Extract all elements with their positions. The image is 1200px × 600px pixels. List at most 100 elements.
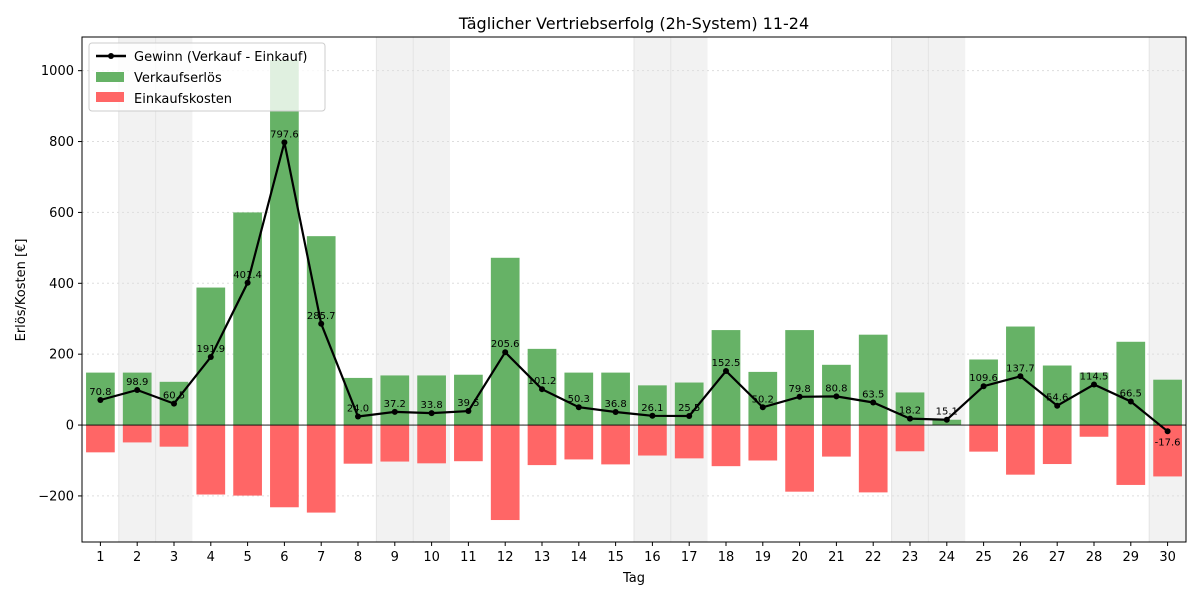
profit-point	[943, 416, 950, 423]
revenue-bar	[1042, 365, 1072, 426]
profit-value-label: 24.0	[347, 404, 369, 415]
profit-point	[428, 410, 435, 417]
profit-point	[907, 415, 913, 422]
x-tick-label: 7	[317, 550, 325, 565]
profit-value-label: 37.2	[384, 399, 406, 410]
profit-point	[281, 139, 288, 146]
shaded-day-band	[413, 37, 450, 542]
profit-polyline	[100, 142, 1169, 433]
cost-bar	[380, 425, 410, 462]
profit-line	[97, 139, 1171, 435]
profit-value-label: 80.8	[825, 383, 847, 394]
x-tick-label: 26	[1012, 550, 1029, 565]
x-tick-label: 9	[391, 550, 399, 565]
cost-bar	[674, 425, 704, 459]
shaded-day-band	[928, 37, 966, 542]
profit-value-label: 114.5	[1080, 371, 1109, 382]
profit-point	[207, 354, 214, 361]
profit-value-label: 60.5	[163, 391, 185, 402]
cost-bar	[122, 425, 152, 443]
profit-point	[575, 404, 582, 411]
profit-point	[796, 393, 803, 400]
profit-point	[318, 320, 325, 327]
revenue-bar	[785, 330, 814, 426]
cost-bar	[454, 425, 483, 462]
profit-point	[1164, 428, 1171, 435]
profit-value-label: 285.7	[307, 311, 336, 322]
profit-point	[833, 393, 840, 400]
cost-bar	[858, 425, 888, 493]
revenue-bar	[306, 236, 336, 426]
revenue-bar	[270, 60, 299, 426]
profit-value-label: 401.4	[233, 270, 262, 281]
cost-bar	[233, 425, 262, 496]
y-tick-label: 400	[49, 277, 74, 292]
profit-point	[649, 412, 656, 419]
revenue-bar	[1116, 341, 1146, 426]
profit-point	[980, 383, 987, 390]
legend: Gewinn (Verkauf - Einkauf) Verkaufserlös…	[88, 42, 326, 112]
revenue-bar	[858, 334, 888, 426]
profit-value-label: 39.5	[457, 398, 479, 409]
cost-bar	[1042, 425, 1072, 465]
profit-point	[355, 413, 361, 420]
revenue-bar	[564, 372, 594, 426]
x-tick-label: 17	[681, 550, 698, 565]
x-tick-label: 27	[1049, 550, 1066, 565]
profit-value-label: 137.7	[1006, 363, 1035, 374]
revenue-bar	[1079, 372, 1109, 426]
profit-value-label: 79.8	[788, 384, 810, 395]
x-tick-label: 13	[534, 550, 551, 565]
revenue-bar	[380, 375, 410, 426]
legend-swatch-cost	[96, 92, 124, 102]
x-tick-label: 2	[133, 550, 141, 565]
x-tick-label: 1	[96, 550, 104, 565]
x-tick-label: 14	[571, 550, 588, 565]
x-tick-label: 28	[1086, 550, 1103, 565]
x-axis-label: Tag	[622, 571, 645, 586]
shaded-day-band	[634, 37, 671, 542]
cost-bar	[270, 425, 299, 508]
shaded-day-band	[155, 37, 193, 542]
x-tick-label: 16	[644, 550, 661, 565]
x-tick-label: 15	[607, 550, 624, 565]
cost-bar	[1116, 425, 1146, 485]
profit-value-label: 109.6	[969, 373, 998, 384]
profit-value-label: 50.3	[568, 394, 590, 405]
profit-value-label: 50.2	[752, 394, 774, 405]
x-tick-label: 5	[243, 550, 251, 565]
profit-value-label: 33.8	[420, 400, 442, 411]
x-tick-label: 10	[423, 550, 440, 565]
x-tick-label: 3	[170, 550, 178, 565]
legend-label-profit: Gewinn (Verkauf - Einkauf)	[134, 50, 307, 65]
cost-bar	[306, 425, 336, 513]
profit-point	[870, 399, 877, 406]
legend-box	[88, 42, 326, 112]
profit-point	[612, 409, 619, 416]
profit-point	[244, 279, 251, 286]
cost-bar	[711, 425, 741, 467]
profit-value-label: 101.2	[528, 376, 557, 387]
plot-frame	[81, 36, 1187, 543]
cost-bar	[527, 425, 557, 466]
profit-value-label: 66.5	[1120, 388, 1142, 399]
profit-value-label: 70.8	[89, 387, 111, 398]
y-axis-label: Erlös/Kosten [€]	[14, 239, 29, 342]
profit-value-label: 36.8	[604, 399, 626, 410]
x-tick-label: 4	[207, 550, 215, 565]
profit-value-label: 152.5	[712, 358, 741, 369]
x-tick-label: 18	[718, 550, 735, 565]
profit-point	[723, 368, 729, 375]
profit-value-label: 54.6	[1046, 393, 1068, 404]
profit-point	[134, 387, 141, 394]
cost-bar	[490, 425, 520, 521]
profit-point	[1054, 402, 1061, 409]
data-labels: 70.8 98.9 60.5 191.9 401.4 797.6 285.7 24.0 37.2…	[89, 129, 1180, 448]
profit-point	[1017, 373, 1024, 380]
x-tick-label: 25	[975, 550, 992, 565]
profit-point	[759, 404, 766, 411]
revenue-bar	[417, 375, 446, 426]
profit-value-label: 15.1	[936, 407, 958, 418]
